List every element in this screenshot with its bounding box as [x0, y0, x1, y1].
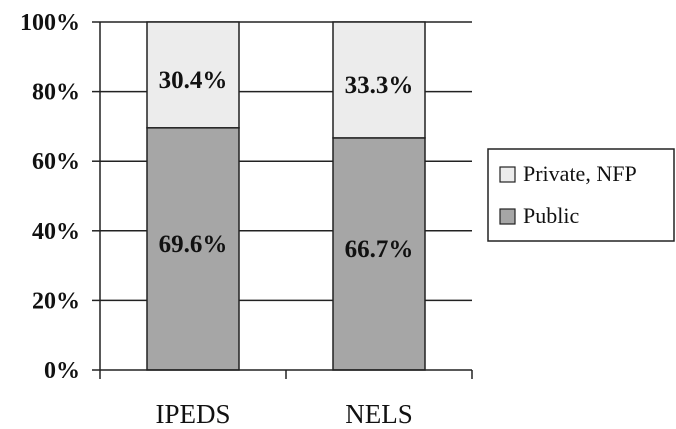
y-tick-label: 60% [32, 149, 80, 175]
y-tick-label: 0% [44, 358, 80, 384]
x-category-label: NELS [345, 399, 413, 429]
legend-label: Public [523, 203, 579, 228]
y-tick-label: 40% [32, 219, 80, 245]
data-label: 69.6% [159, 231, 228, 258]
data-label: 66.7% [345, 236, 414, 263]
y-tick-label: 100% [20, 10, 80, 36]
y-tick-label: 20% [32, 288, 80, 314]
x-category-label: IPEDS [155, 399, 230, 429]
legend-label: Private, NFP [523, 161, 637, 186]
data-label: 33.3% [345, 72, 414, 99]
data-label: 30.4% [159, 67, 228, 94]
legend-swatch [500, 167, 515, 182]
y-tick-label: 80% [32, 80, 80, 106]
legend-swatch [500, 209, 515, 224]
